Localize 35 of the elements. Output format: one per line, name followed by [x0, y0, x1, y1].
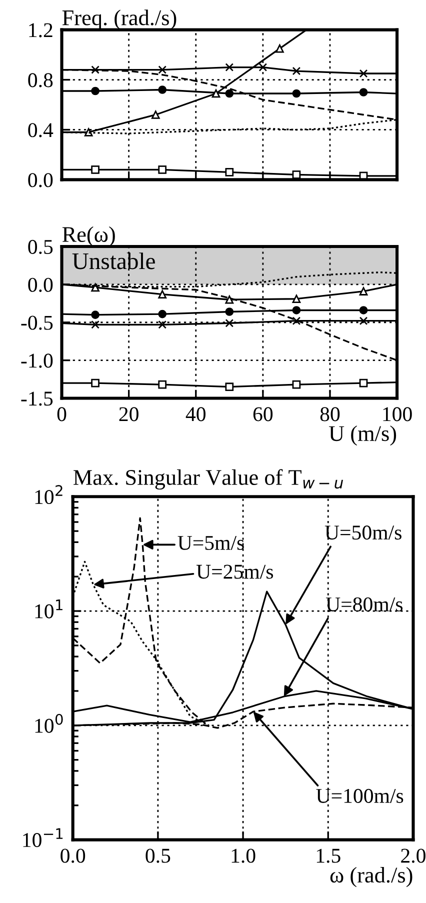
- x-tick-label: 1.5: [316, 848, 340, 863]
- y-tick-label: 0.5: [28, 240, 53, 254]
- x-axis-title: U (m/s): [328, 425, 396, 446]
- x-tick-label: 2.0: [401, 848, 426, 863]
- band-label: Unstable: [72, 252, 155, 270]
- x-tick-label: 20: [119, 407, 138, 422]
- y-tick-label: 1.2: [29, 23, 52, 38]
- x-tick-label: 1.0: [232, 848, 256, 863]
- annotation: U=5m/s: [178, 536, 244, 550]
- y-tick-label: -0.5: [21, 316, 53, 330]
- chart-title: Max. Singular Value of T$_{w−u}$: [73, 469, 343, 490]
- y-tick-label: 10$^{2}$: [35, 485, 62, 504]
- y-tick-label: 10$^{1}$: [35, 600, 62, 618]
- annotation: U=80m/s: [326, 597, 403, 612]
- y-axis-title: Re(ω): [62, 226, 115, 247]
- y-tick-label: -1.5: [21, 392, 53, 406]
- y-tick-label: 0.8: [28, 73, 53, 88]
- annotation: U=50m/s: [324, 526, 402, 540]
- annotation: U=25m/s: [196, 564, 274, 579]
- y-tick-label: 0.0: [28, 173, 53, 188]
- x-tick-label: 0: [57, 407, 66, 422]
- y-tick-label: 10$^{0}$: [35, 714, 63, 733]
- annotation: U=100m/s: [316, 788, 404, 803]
- x-tick-label: 0.0: [60, 848, 86, 863]
- y-axis-title: Freq. (rad./s): [62, 10, 176, 30]
- x-tick-label: 40: [186, 407, 206, 422]
- x-tick-label: 60: [253, 407, 273, 422]
- x-tick-label: 100: [383, 407, 412, 422]
- x-tick-label: 0.5: [146, 848, 170, 863]
- x-tick-label: 80: [320, 407, 340, 422]
- x-axis-title: ω (rad./s): [330, 867, 412, 888]
- y-tick-label: 10$^{−1}$: [23, 828, 63, 848]
- y-tick-label: 0.4: [28, 123, 54, 138]
- y-tick-label: -1.0: [21, 354, 53, 368]
- y-tick-label: 0.0: [28, 278, 53, 292]
